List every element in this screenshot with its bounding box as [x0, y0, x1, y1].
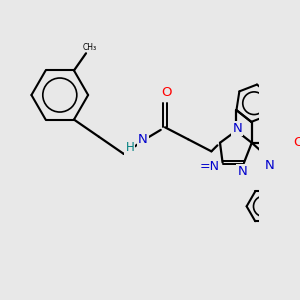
Text: N: N [238, 166, 247, 178]
Text: N: N [232, 122, 242, 135]
Text: =N: =N [200, 160, 220, 173]
Text: CH₃: CH₃ [82, 43, 97, 52]
Text: O: O [293, 136, 300, 149]
Text: H: H [125, 141, 134, 154]
Text: N: N [138, 133, 148, 146]
Text: N: N [265, 160, 275, 172]
Text: O: O [161, 86, 172, 99]
